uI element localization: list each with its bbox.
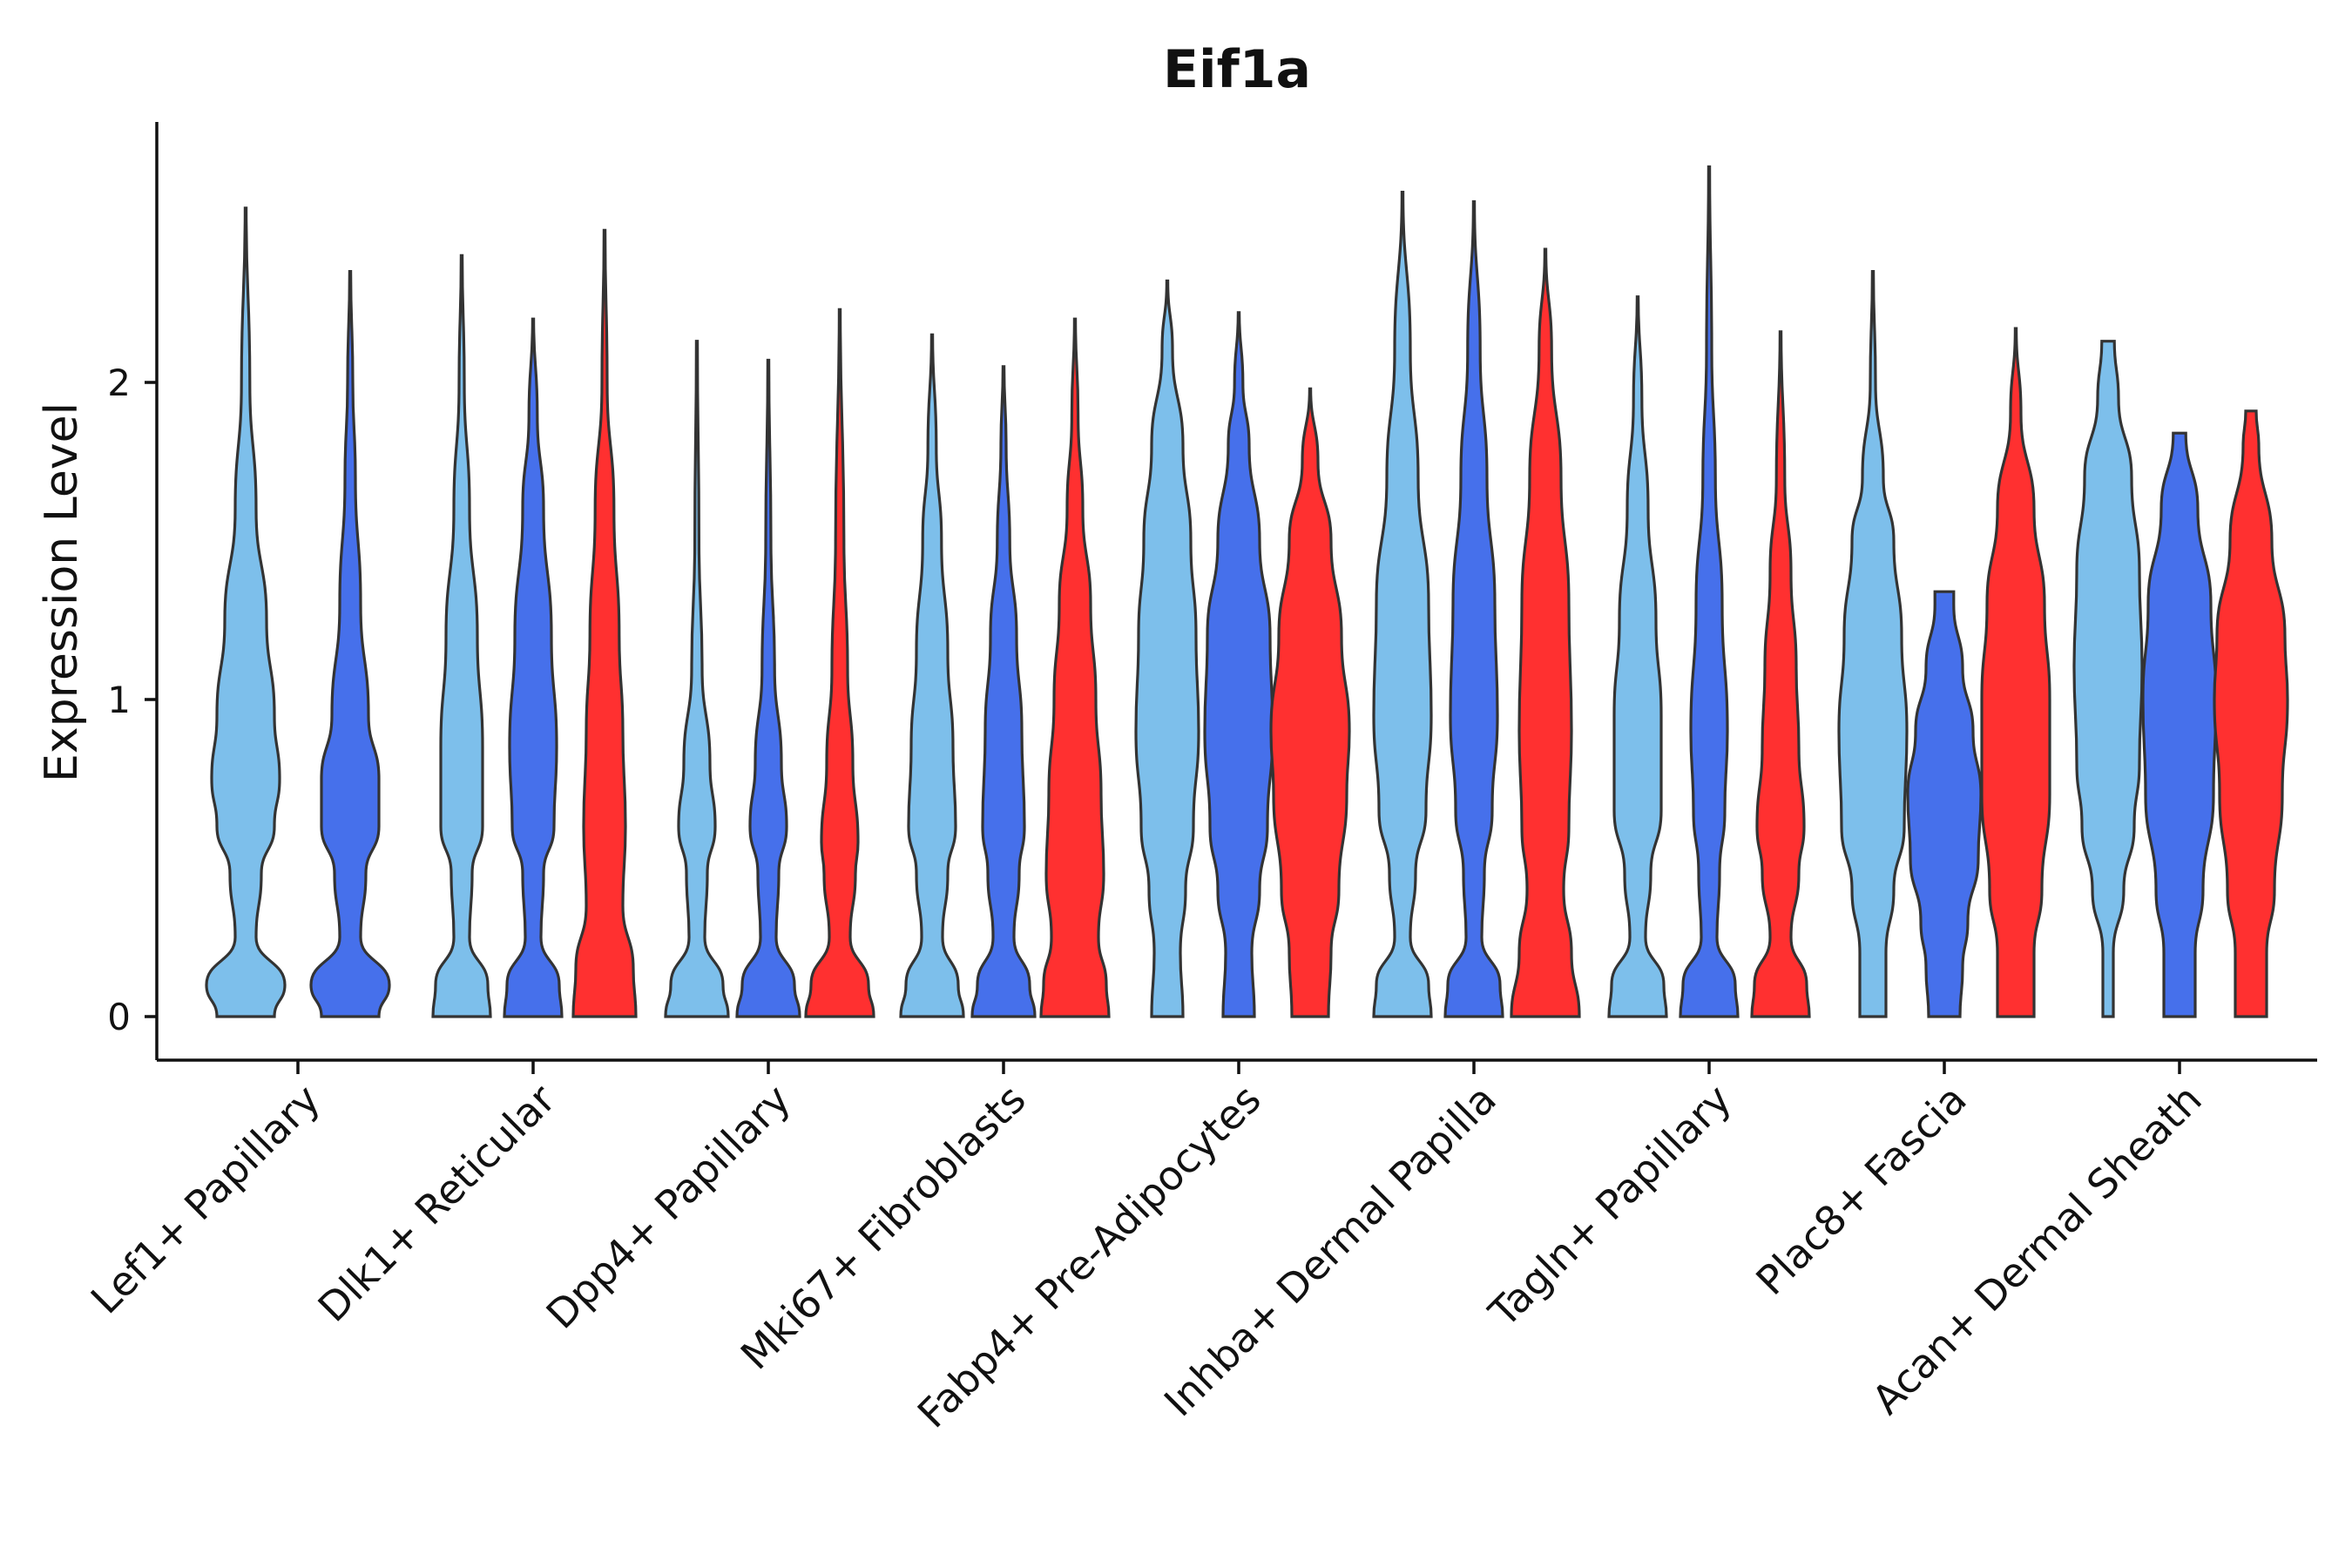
violin-2-group-3 <box>571 228 638 1018</box>
violin-7-group-2 <box>1679 165 1740 1018</box>
violin-4-group-2 <box>970 365 1037 1018</box>
violin-9-group-1 <box>2072 340 2144 1018</box>
violin-8-group-1 <box>1837 270 1909 1018</box>
violin-5-group-1 <box>1134 279 1200 1018</box>
violin-2-group-2 <box>503 317 564 1018</box>
violin-2-group-1 <box>431 253 492 1018</box>
violin-6-group-2 <box>1443 199 1504 1018</box>
x-tick-label-3: Dpp4+ Papillary <box>537 1076 800 1338</box>
y-axis-label: Expression Level <box>36 402 88 782</box>
violin-7-group-1 <box>1607 295 1668 1018</box>
chart-title: Eif1a <box>1163 39 1311 100</box>
x-tick-label-7: Tagln+ Papillary <box>1479 1076 1740 1337</box>
y-tick-label-0: 0 <box>107 996 131 1038</box>
violin-6-group-3 <box>1510 247 1581 1018</box>
violin-3-group-1 <box>664 340 730 1018</box>
violin-8-group-2 <box>1906 590 1983 1018</box>
violin-1-group-1 <box>205 206 287 1018</box>
y-tick-label-2: 2 <box>107 362 131 404</box>
plot-area <box>205 165 2289 1018</box>
violin-9-group-3 <box>2213 409 2289 1018</box>
y-tick-label-1: 1 <box>107 679 131 721</box>
violin-5-group-3 <box>1269 387 1351 1018</box>
violin-7-group-3 <box>1750 330 1811 1018</box>
x-tick-label-2: Dlk1+ Reticular <box>309 1076 564 1331</box>
violin-4-group-3 <box>1039 317 1111 1018</box>
violin-6-group-1 <box>1372 190 1433 1018</box>
x-tick-label-8: Plac8+ Fascia <box>1747 1076 1975 1304</box>
violin-8-group-3 <box>1980 327 2051 1018</box>
violin-9-group-2 <box>2141 431 2218 1018</box>
violin-1-group-2 <box>309 270 391 1018</box>
violin-3-group-3 <box>804 308 875 1018</box>
violin-5-group-2 <box>1203 311 1274 1018</box>
violin-3-group-2 <box>735 358 801 1018</box>
violin-4-group-1 <box>899 333 965 1018</box>
x-tick-label-1: Lef1+ Papillary <box>82 1076 329 1323</box>
